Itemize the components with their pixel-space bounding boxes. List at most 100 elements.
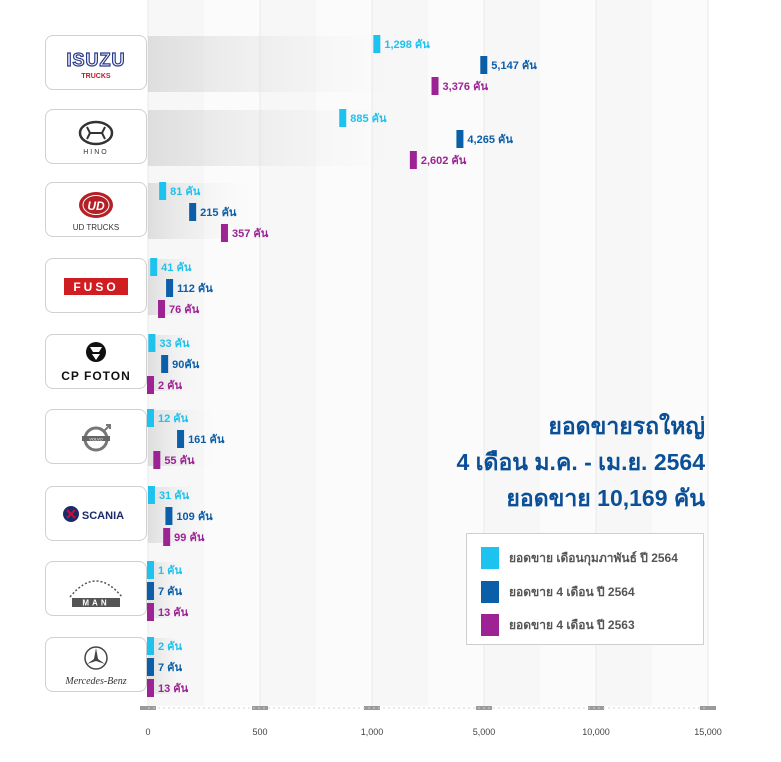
brand-card-isuzu: ISUZU TRUCKS	[45, 35, 147, 90]
svg-text:MAN: MAN	[82, 598, 109, 607]
data-label: 99 คัน	[174, 531, 205, 544]
row-fade-band	[148, 183, 268, 239]
axis-tick	[588, 706, 604, 710]
axis-tick-label: 15,000	[694, 727, 722, 737]
data-label: 81 คัน	[170, 185, 201, 198]
row-fade-band	[148, 110, 448, 166]
bar	[480, 56, 488, 74]
bar	[456, 130, 464, 148]
grid-band	[372, 0, 428, 706]
svg-text:SCANIA: SCANIA	[82, 510, 124, 522]
bar	[220, 224, 228, 242]
data-label: 7 คัน	[158, 661, 183, 674]
bar	[147, 582, 154, 600]
svg-text:HINO: HINO	[83, 149, 109, 156]
data-label: 2 คัน	[158, 379, 183, 392]
data-label: 112 คัน	[177, 282, 213, 295]
data-label: 2,602 คัน	[421, 154, 467, 167]
axis-tick-label: 5,000	[473, 727, 496, 737]
legend-item: ยอดขาย เดือนกุมภาพันธ์ ปี 2564	[481, 547, 678, 569]
brand-card-hino: HINO	[45, 109, 147, 164]
data-label: 13 คัน	[158, 606, 189, 619]
cp-foton-logo: CP FOTON	[46, 335, 146, 388]
data-label: 41 คัน	[161, 261, 192, 274]
data-label: 161 คัน	[188, 433, 225, 446]
data-label: 7 คัน	[158, 585, 183, 598]
svg-text:VOLVO: VOLVO	[89, 436, 103, 441]
legend-swatch	[481, 547, 499, 569]
data-label: 3,376 คัน	[443, 80, 489, 93]
row-fade-band	[148, 487, 213, 543]
data-label: 4,265 คัน	[467, 133, 513, 146]
legend-label: ยอดขาย 4 เดือน ปี 2564	[509, 584, 635, 599]
svg-text:Mercedes-Benz: Mercedes-Benz	[64, 676, 126, 687]
bar	[153, 451, 161, 469]
bar	[163, 528, 171, 546]
axis-tick-label: 0	[145, 727, 150, 737]
axis-tick-label: 10,000	[582, 727, 610, 737]
bar	[409, 151, 417, 169]
scania-logo: SCANIA	[46, 487, 146, 540]
mercedes-benz-logo: Mercedes-Benz	[46, 638, 146, 691]
row-fade-band	[148, 562, 191, 618]
brand-card-scania: SCANIA	[45, 486, 147, 541]
legend-label: ยอดขาย เดือนกุมภาพันธ์ ปี 2564	[509, 550, 678, 565]
data-label: 2 คัน	[158, 640, 183, 653]
bar	[189, 203, 197, 221]
legend: ยอดขาย เดือนกุมภาพันธ์ ปี 2564 ยอดขาย 4 …	[466, 533, 704, 645]
volvo-logo: VOLVO	[46, 410, 146, 463]
data-label: 55 คัน	[164, 454, 195, 467]
data-label: 109 คัน	[176, 510, 213, 523]
chart-total: ยอดขาย 10,169 คัน	[506, 485, 705, 511]
row-fade-band	[148, 335, 209, 391]
brand-card-ud-trucks: UD UD TRUCKS	[45, 182, 147, 237]
svg-text:TRUCKS: TRUCKS	[81, 73, 110, 80]
row-fade-band	[148, 36, 448, 92]
bar	[177, 430, 185, 448]
isuzu-logo: ISUZU TRUCKS	[46, 36, 146, 89]
data-label: 33 คัน	[159, 337, 190, 350]
chart-title-block: ยอดขายรถใหญ่ 4 เดือน ม.ค. - เม.ย. 2564 ย…	[456, 408, 705, 516]
bar	[166, 279, 174, 297]
brand-card-cp-foton: CP FOTON	[45, 334, 147, 389]
svg-text:FUSO: FUSO	[73, 280, 118, 294]
data-label: 13 คัน	[158, 682, 189, 695]
chart-subtitle: 4 เดือน ม.ค. - เม.ย. 2564	[456, 449, 705, 475]
bar	[373, 35, 381, 53]
legend-swatch	[481, 581, 499, 603]
brand-card-volvo: VOLVO	[45, 409, 147, 464]
bar	[147, 376, 154, 394]
axis-tick-label: 500	[252, 727, 267, 737]
bar	[431, 77, 439, 95]
bar	[150, 258, 158, 276]
data-label: 12 คัน	[158, 412, 189, 425]
axis-tick-label: 1,000	[361, 727, 384, 737]
ud-trucks-logo: UD UD TRUCKS	[46, 183, 146, 236]
data-label: 76 คัน	[169, 303, 200, 316]
bar	[147, 486, 155, 504]
bar	[147, 658, 154, 676]
grid-band	[260, 0, 316, 706]
svg-text:UD TRUCKS: UD TRUCKS	[73, 223, 120, 232]
chart-title: ยอดขายรถใหญ่	[548, 413, 705, 439]
data-label: 357 คัน	[232, 227, 269, 240]
row-fade-band	[148, 638, 191, 694]
legend-label: ยอดขาย 4 เดือน ปี 2563	[509, 617, 635, 632]
bar	[147, 637, 154, 655]
bar	[159, 182, 167, 200]
legend-item: ยอดขาย 4 เดือน ปี 2563	[481, 614, 635, 636]
data-label: 885 คัน	[350, 112, 387, 125]
axis-tick	[364, 706, 380, 710]
axis-tick	[700, 706, 716, 710]
data-label: 215 คัน	[200, 206, 237, 219]
grid-band	[316, 0, 372, 706]
bar	[147, 561, 154, 579]
man-logo: MAN	[46, 562, 146, 615]
grid-band	[204, 0, 260, 706]
svg-text:CP FOTON: CP FOTON	[61, 369, 131, 383]
bar	[147, 679, 154, 697]
brand-card-man: MAN	[45, 561, 147, 616]
brand-card-mercedes-benz: Mercedes-Benz	[45, 637, 147, 692]
data-label: 90คัน	[172, 358, 200, 371]
